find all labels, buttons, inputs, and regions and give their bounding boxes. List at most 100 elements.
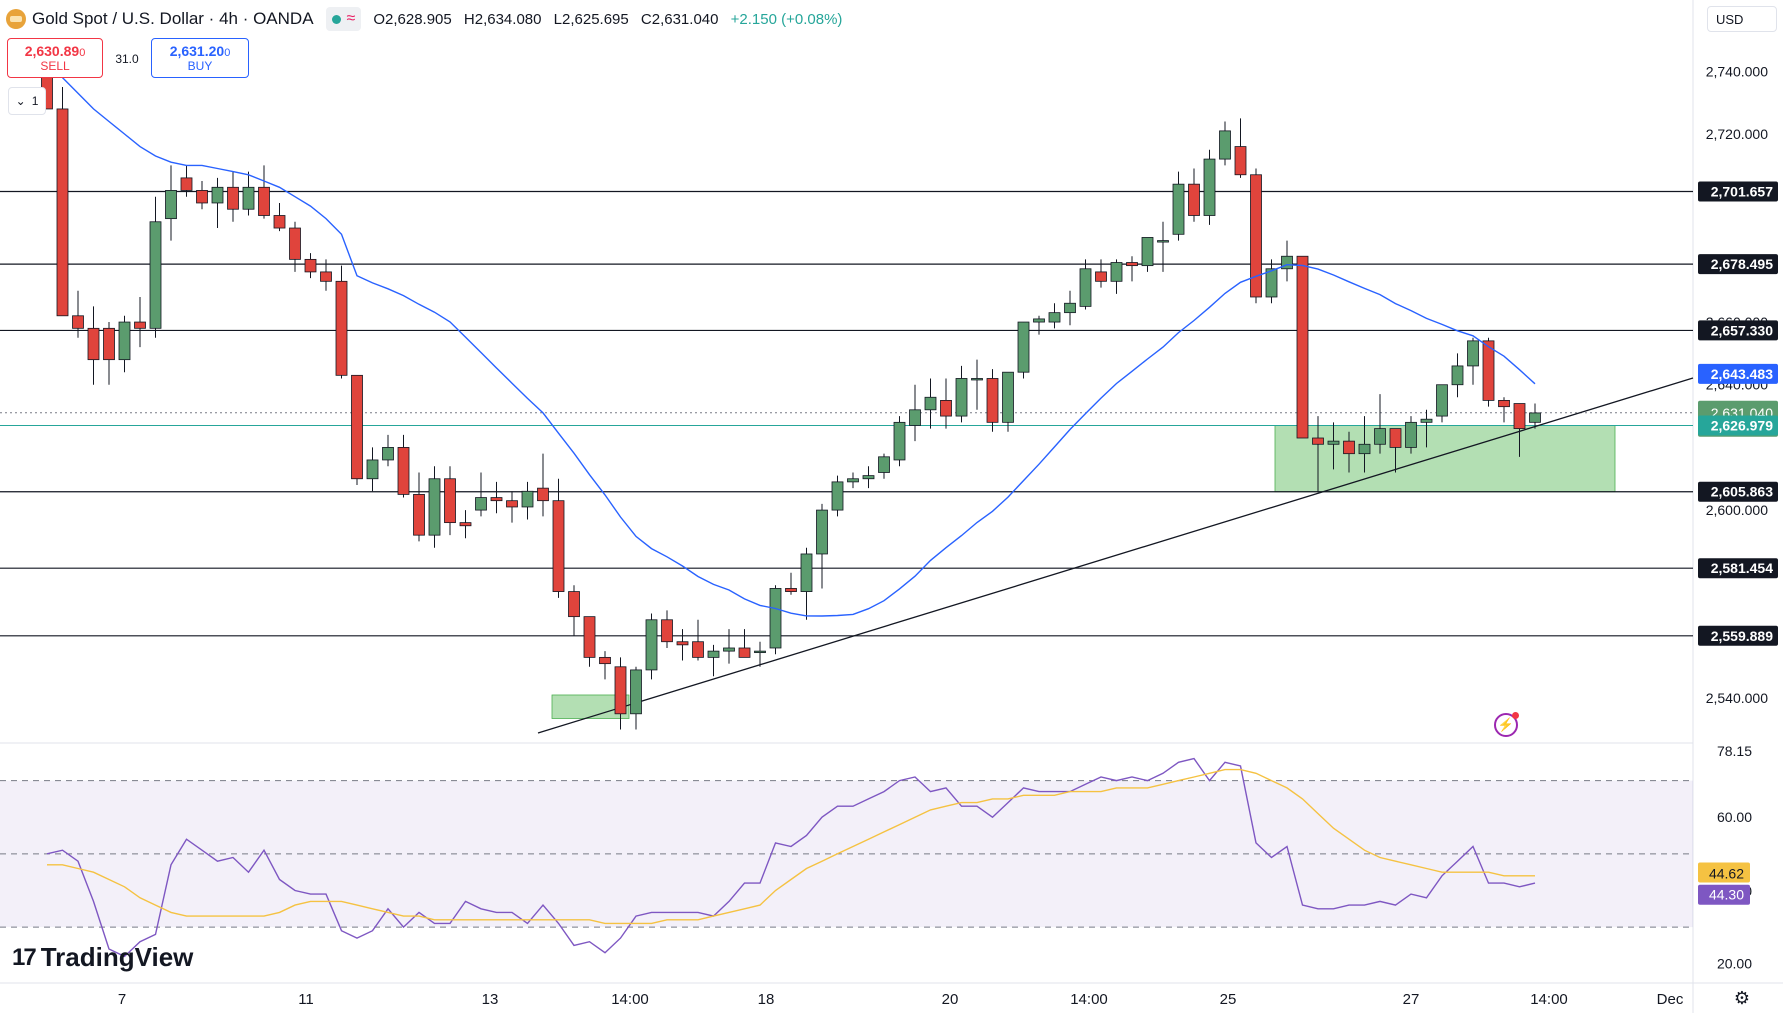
candle-body [909,409,921,426]
candle-body [289,227,301,260]
candle-body [490,497,503,502]
candle-body [258,186,270,216]
candle-body [1064,302,1076,314]
candle-body [800,553,813,592]
candle-body [847,478,859,483]
candle-body [413,494,425,536]
candle-body [1358,443,1371,455]
candle-body [723,647,735,652]
high-value: H2,634.080 [463,10,542,28]
candle-body [1017,321,1030,373]
candle-body [335,280,348,376]
candle-body [1312,437,1324,445]
time-tick-label: 14:00 [1530,991,1568,1008]
candle-body [738,647,751,658]
candle-body [103,327,115,361]
rsi-value-box [1698,884,1750,905]
candle-body [1126,262,1138,267]
candle-body [1513,403,1526,430]
candle-body [366,459,379,480]
rsi-line [46,757,1536,958]
candle-body [568,591,580,618]
candle-body [118,321,131,361]
rsi-ma-value-box [1698,862,1750,883]
zone-price-label-box [1698,415,1778,436]
symbol-title[interactable]: Gold Spot / U.S. Dollar · 4h · OANDA [32,9,314,28]
level-price-label: 2,678.495 [1711,256,1773,272]
time-tick-label: 7 [118,991,126,1008]
wave-icon: ≈ [346,10,356,27]
candle-body [180,177,193,191]
candle-body [924,396,937,411]
level-price-label-box [1698,481,1778,502]
candle-body [475,497,487,511]
candle-body [1327,440,1340,445]
candle-body [211,186,224,204]
candle-body [1343,440,1355,455]
candle-body [1188,183,1200,216]
candle-body [1374,428,1386,445]
candle-body [1141,237,1154,267]
candle-body [1265,268,1278,298]
spread-value: 31.0 [115,52,139,66]
rsi-tick-label: 20.00 [1717,956,1752,972]
candle-body [1219,130,1231,160]
candle-body [614,666,627,715]
candle-body [1467,340,1479,367]
candle-body [1529,412,1541,423]
time-tick-label: 18 [758,991,775,1008]
candle-body [986,378,999,423]
buy-price-suffix: 0 [224,47,231,59]
candle-body [862,475,875,480]
rsi-value-label: 44.30 [1709,887,1744,903]
candle-body [397,447,410,495]
level-price-label-box [1698,558,1778,579]
candle-body [1095,271,1107,282]
level-price-label: 2,605.863 [1711,484,1773,500]
currency-selector[interactable]: USD [1707,6,1777,32]
candle-body [351,374,363,480]
candle-body [661,619,673,643]
change-value: +2.150 (+0.08%) [730,10,843,28]
candle-body [583,616,596,658]
time-tick-label: 20 [942,991,959,1008]
candle-body [1281,255,1293,270]
candle-body [506,500,518,508]
rsi-ma-line [47,768,1535,925]
gear-icon[interactable]: ⚙ [1733,988,1751,1008]
buy-button[interactable]: 2,631.200 BUY [151,38,249,78]
demand-zone [551,694,630,719]
candle-body [769,588,782,649]
candle-body [1110,262,1123,282]
low-value: L2,625.695 [553,10,629,28]
time-tick-label: 13 [482,991,499,1008]
price-tick-label: 2,600.000 [1706,502,1768,518]
time-tick-label: 14:00 [611,991,649,1008]
market-open-icon [331,14,341,24]
sell-price-suffix: 0 [79,47,86,59]
tradingview-logo[interactable]: 17 TradingView [12,942,193,973]
demand-zone [1274,425,1616,493]
candle-body [971,378,983,381]
market-status-pill[interactable]: ≈ [325,7,362,31]
candle-body [1420,418,1433,423]
sell-button[interactable]: 2,630.890 SELL [7,38,103,78]
candle-body [599,656,611,665]
candle-body [1079,268,1092,307]
buy-price: 2,631.20 [169,43,225,59]
level-price-label: 2,581.454 [1711,560,1773,576]
candle-body [676,641,689,646]
candle-body [521,490,534,508]
level-price-label: 2,559.889 [1711,628,1773,644]
lightning-icon[interactable]: ⚡ [1494,712,1519,737]
level-price-label-box [1698,320,1778,341]
candle-body [785,588,797,592]
candle-body [1157,240,1169,243]
candle-body [1172,183,1185,235]
candle-body [1033,318,1045,323]
collapse-indicators-button[interactable]: ⌄ 1 [8,87,46,115]
candle-body [1250,174,1262,298]
candle-body [831,481,844,511]
